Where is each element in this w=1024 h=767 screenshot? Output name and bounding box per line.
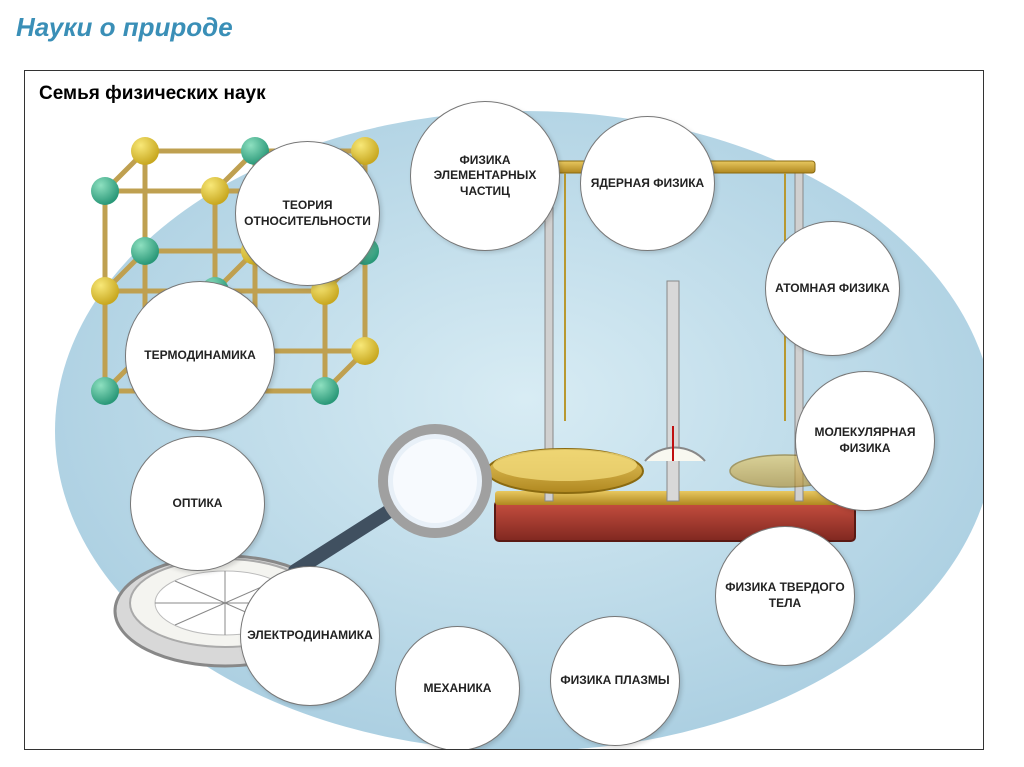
bubble-label: ФИЗИКА ЭЛЕМЕНТАРНЫХ ЧАСТИЦ	[417, 153, 553, 200]
bubble-solid-state: ФИЗИКА ТВЕРДОГО ТЕЛА	[715, 526, 855, 666]
bubble-label: МЕХАНИКА	[424, 681, 492, 697]
page-title: Науки о природе	[16, 12, 233, 43]
bubble-label: МОЛЕКУЛЯРНАЯ ФИЗИКА	[802, 425, 928, 456]
bubble-label: ФИЗИКА ТВЕРДОГО ТЕЛА	[722, 580, 848, 611]
bubble-label: ТЕОРИЯ ОТНОСИТЕЛЬНОСТИ	[242, 198, 373, 229]
diagram-frame: Семья физических наук	[24, 70, 984, 750]
bubble-label: ТЕРМОДИНАМИКА	[144, 348, 255, 364]
bubble-electrodynamics: ЭЛЕКТРОДИНАМИКА	[240, 566, 380, 706]
bubble-optics: ОПТИКА	[130, 436, 265, 571]
bubble-label: ФИЗИКА ПЛАЗМЫ	[560, 673, 669, 689]
bubble-atomic: АТОМНАЯ ФИЗИКА	[765, 221, 900, 356]
bubble-thermodynamics: ТЕРМОДИНАМИКА	[125, 281, 275, 431]
bubble-plasma: ФИЗИКА ПЛАЗМЫ	[550, 616, 680, 746]
bubble-label: АТОМНАЯ ФИЗИКА	[775, 281, 890, 297]
bubble-label: ЯДЕРНАЯ ФИЗИКА	[591, 176, 704, 192]
bubble-label: ОПТИКА	[173, 496, 223, 512]
bubble-label: ЭЛЕКТРОДИНАМИКА	[247, 628, 373, 644]
bubble-nuclear: ЯДЕРНАЯ ФИЗИКА	[580, 116, 715, 251]
bubble-mechanics: МЕХАНИКА	[395, 626, 520, 750]
bubble-molecular: МОЛЕКУЛЯРНАЯ ФИЗИКА	[795, 371, 935, 511]
bubble-relativity: ТЕОРИЯ ОТНОСИТЕЛЬНОСТИ	[235, 141, 380, 286]
bubble-particle: ФИЗИКА ЭЛЕМЕНТАРНЫХ ЧАСТИЦ	[410, 101, 560, 251]
